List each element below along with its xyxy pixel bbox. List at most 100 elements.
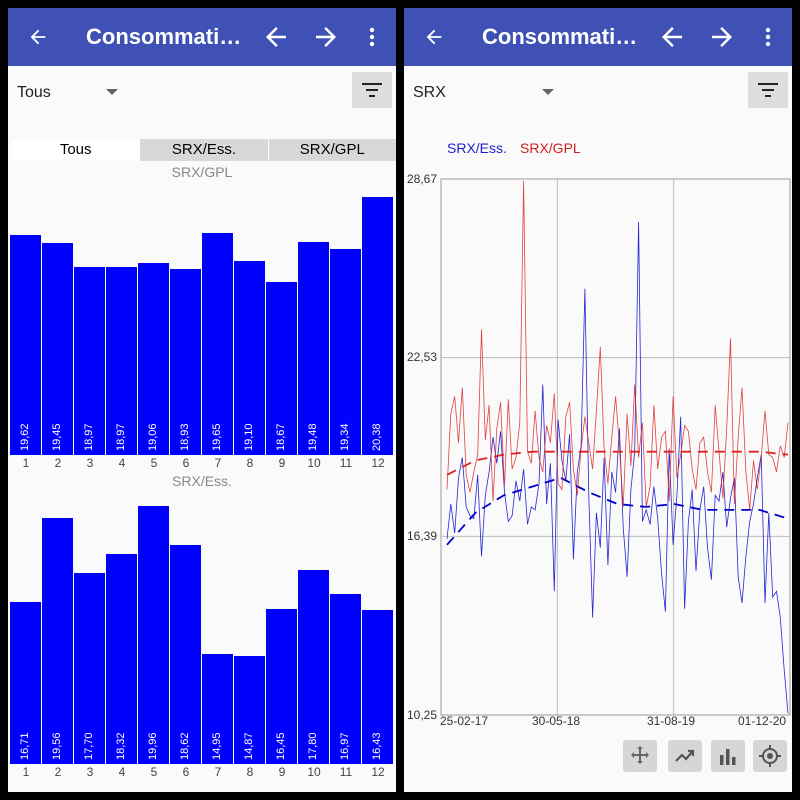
x-tick-label: 5 (150, 456, 158, 470)
bar-value-label: 18,67 (275, 423, 287, 451)
x-tick-label: 2 (54, 456, 62, 470)
target-icon (759, 745, 781, 767)
vehicle-select-row: Tous (8, 66, 396, 122)
bar[interactable] (42, 243, 73, 455)
x-tick-label: 11 (339, 765, 353, 779)
bar[interactable] (362, 197, 393, 455)
bar[interactable] (234, 260, 265, 455)
bar-value-label: 19,06 (147, 423, 159, 451)
tab-srx-gpl[interactable]: SRX/GPL (267, 139, 396, 161)
tab-tous[interactable]: Tous (12, 139, 140, 161)
bar[interactable] (330, 594, 361, 764)
x-tick-label: 10 (307, 765, 321, 779)
bar[interactable] (74, 572, 105, 764)
tab-srx-ess[interactable]: SRX/Ess. (139, 139, 268, 161)
chart-title-gpl: SRX/GPL (171, 164, 233, 180)
bar[interactable] (266, 609, 297, 764)
y-tick-label: 22,53 (407, 350, 438, 364)
bar-value-label: 19,56 (51, 732, 63, 760)
move-icon (631, 746, 649, 764)
x-tick-label: 6 (182, 456, 190, 470)
bar-value-label: 19,48 (307, 423, 319, 451)
x-tick-label: 7 (214, 456, 222, 470)
bar-value-label: 16,43 (371, 732, 383, 760)
trend-line-srx-gpl (446, 450, 789, 476)
bar[interactable] (298, 569, 329, 764)
bar[interactable] (330, 248, 361, 455)
x-tick-label: 12 (371, 456, 385, 470)
more-vert-icon[interactable] (756, 8, 780, 66)
right-screen: Consommation SRX SRX/Ess. SRX/GPL 28,67 … (404, 8, 792, 792)
bar[interactable] (202, 233, 233, 455)
bar-chart-icon (720, 749, 736, 765)
bar-value-label: 19,65 (211, 423, 223, 451)
bar[interactable] (170, 545, 201, 764)
legend-item-srx-ess: SRX/Ess. (447, 140, 507, 156)
line-chart[interactable] (404, 168, 792, 758)
previous-arrow-icon[interactable] (654, 8, 690, 66)
back-arrow-icon[interactable] (22, 8, 54, 66)
next-arrow-icon[interactable] (308, 8, 344, 66)
x-tick-label: 25-02-17 (440, 714, 489, 728)
bar[interactable] (106, 554, 137, 764)
previous-arrow-icon[interactable] (258, 8, 294, 66)
series-line-srx-ess (446, 221, 789, 714)
bar[interactable] (266, 282, 297, 455)
app-title: Consommatio… (86, 24, 246, 49)
bar-chart-button[interactable] (711, 740, 745, 772)
bar-value-label: 17,70 (83, 732, 95, 760)
y-tick-label: 28,67 (407, 172, 438, 186)
bar[interactable] (170, 269, 201, 455)
bar[interactable] (138, 506, 169, 764)
vehicle-select-value: Tous (17, 84, 51, 101)
y-tick-label: 16,39 (407, 529, 438, 543)
bar[interactable] (10, 601, 41, 764)
legend-item-srx-gpl: SRX/GPL (520, 140, 581, 156)
bar[interactable] (362, 609, 393, 764)
x-tick-label: 7 (214, 765, 222, 779)
legend-label-srx-gpl: SRX/GPL (520, 140, 581, 156)
trend-icon (675, 749, 695, 762)
bar-value-label: 19,96 (147, 732, 159, 760)
bar[interactable] (138, 262, 169, 455)
app-bar: Consommatio… (8, 8, 396, 66)
bar-value-label: 19,34 (339, 423, 351, 451)
x-tick-label: 11 (339, 456, 353, 470)
vehicle-select-row: SRX (404, 66, 792, 122)
bar[interactable] (74, 267, 105, 455)
trend-line-srx-ess (446, 476, 789, 546)
bar-value-label: 16,97 (339, 732, 351, 760)
bar[interactable] (10, 234, 41, 455)
legend-label-srx-ess: SRX/Ess. (447, 140, 507, 156)
back-arrow-icon[interactable] (418, 8, 450, 66)
bar[interactable] (42, 517, 73, 764)
x-tick-label: 01-12-20 (738, 714, 787, 728)
x-tick-label: 6 (182, 765, 190, 779)
filter-icon (758, 83, 778, 97)
x-tick-label: 8 (246, 456, 254, 470)
more-vert-icon[interactable] (360, 8, 384, 66)
bar-value-label: 17,80 (307, 732, 319, 760)
trend-button[interactable] (668, 740, 702, 772)
bar-value-label: 19,62 (19, 423, 31, 451)
bar-value-label: 18,62 (179, 732, 191, 760)
bar[interactable] (106, 267, 137, 455)
filter-button[interactable] (352, 72, 392, 108)
x-tick-label: 31-08-19 (647, 714, 696, 728)
next-arrow-icon[interactable] (704, 8, 740, 66)
x-tick-label: 12 (371, 765, 385, 779)
chart-title-ess: SRX/Ess. (172, 473, 232, 489)
x-tick-label: 1 (22, 765, 30, 779)
app-title: Consommation (482, 24, 642, 49)
target-button[interactable] (753, 740, 787, 772)
bar-value-label: 20,38 (371, 423, 383, 451)
pan-button[interactable] (623, 740, 657, 772)
bar-value-label: 16,71 (19, 732, 31, 760)
bar[interactable] (234, 655, 265, 764)
x-tick-label: 3 (86, 765, 94, 779)
bar[interactable] (298, 241, 329, 455)
bar[interactable] (202, 653, 233, 764)
plot-frame (440, 178, 791, 716)
filter-button[interactable] (748, 72, 788, 108)
bar-value-label: 19,45 (51, 423, 63, 451)
